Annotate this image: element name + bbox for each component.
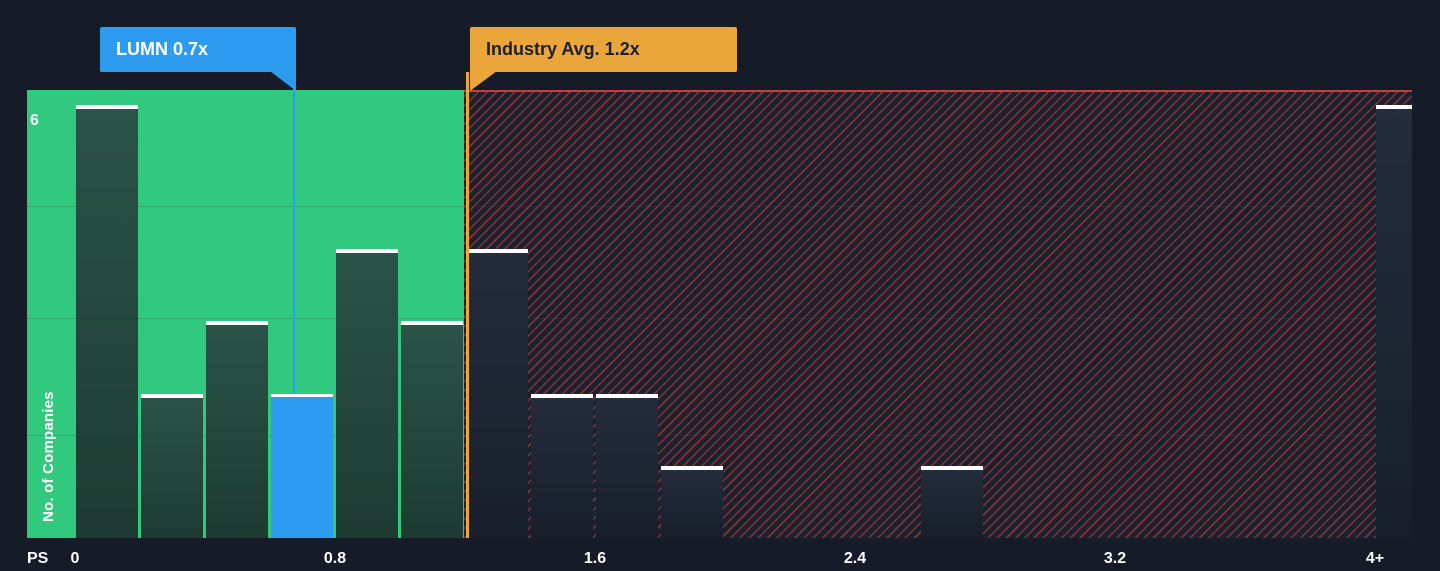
histogram-bar[interactable] bbox=[661, 466, 723, 538]
company-histogram-bar[interactable] bbox=[271, 394, 333, 538]
histogram-bar[interactable] bbox=[206, 321, 268, 538]
x-axis: PS 0 0.8 1.6 2.4 3.2 4+ bbox=[0, 550, 1440, 571]
histogram-bar[interactable] bbox=[141, 394, 203, 538]
company-callout-label: LUMN 0.7x bbox=[116, 39, 209, 59]
industry-average-callout: Industry Avg. 1.2x bbox=[470, 27, 737, 72]
gridline bbox=[27, 318, 464, 319]
y-axis-tick: 6 bbox=[30, 112, 39, 129]
company-callout: LUMN 0.7x bbox=[100, 27, 296, 72]
gridline bbox=[27, 206, 464, 207]
gridline bbox=[464, 318, 1412, 319]
x-axis-tick-4plus: 4+ bbox=[1365, 550, 1385, 567]
gridline bbox=[464, 206, 1412, 207]
histogram-bar[interactable] bbox=[531, 394, 593, 538]
histogram-bar[interactable] bbox=[921, 466, 983, 538]
histogram-bar[interactable] bbox=[401, 321, 463, 538]
gridline bbox=[464, 435, 1412, 436]
histogram-bar[interactable] bbox=[596, 394, 658, 538]
above-industry-average-region bbox=[464, 90, 1412, 538]
histogram-bar[interactable] bbox=[76, 105, 138, 538]
histogram-bar[interactable] bbox=[1376, 105, 1412, 538]
industry-average-line bbox=[466, 72, 469, 538]
industry-callout-label: Industry Avg. 1.2x bbox=[486, 39, 640, 59]
x-axis-tick-0: 0 bbox=[70, 550, 80, 567]
x-axis-unit-label: PS bbox=[27, 550, 49, 567]
x-axis-tick-0.8: 0.8 bbox=[323, 550, 347, 567]
x-axis-tick-1.6: 1.6 bbox=[583, 550, 607, 567]
histogram-bar[interactable] bbox=[466, 249, 528, 538]
y-axis-label: No. of Companies bbox=[40, 391, 57, 522]
company-callout-pointer bbox=[270, 71, 296, 91]
x-axis-tick-2.4: 2.4 bbox=[843, 550, 867, 567]
histogram-bar[interactable] bbox=[336, 249, 398, 538]
x-axis-tick-3.2: 3.2 bbox=[1103, 550, 1127, 567]
company-marker-line bbox=[293, 72, 295, 394]
industry-callout-pointer bbox=[470, 71, 497, 91]
